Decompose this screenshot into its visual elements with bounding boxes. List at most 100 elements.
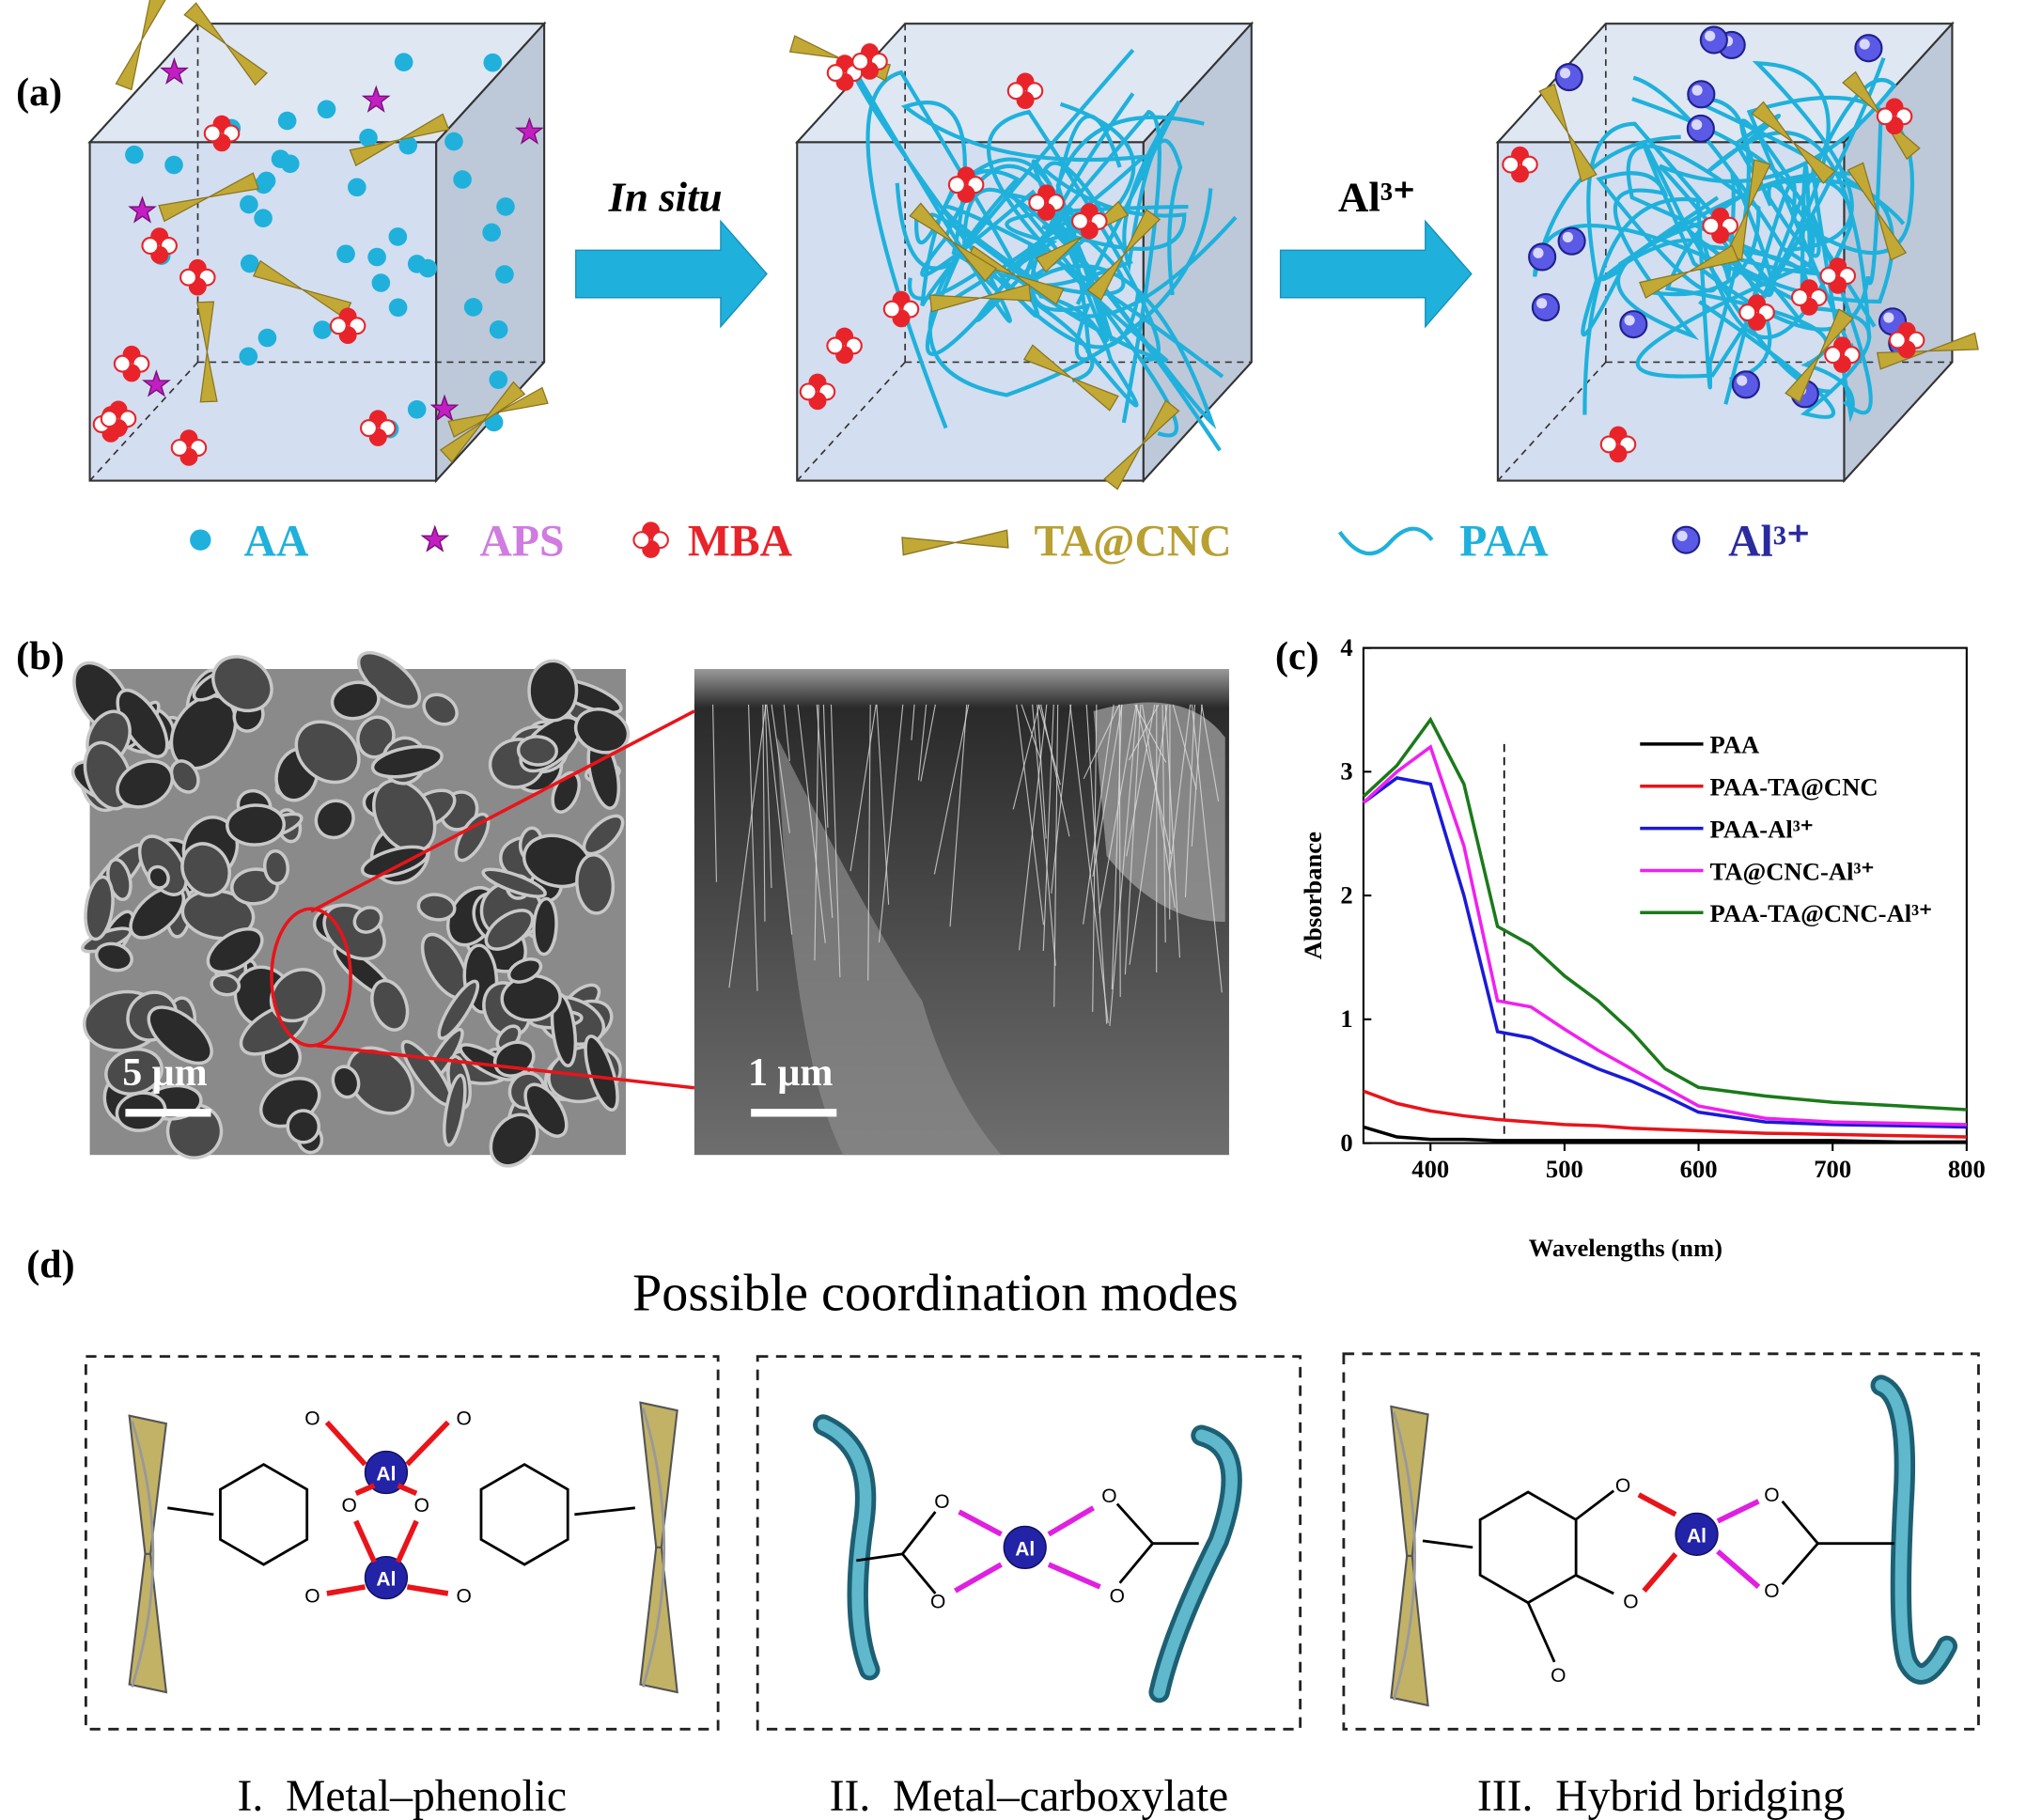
pore xyxy=(226,803,286,847)
legend-label: TA@CNC-Al³⁺ xyxy=(1710,857,1875,885)
hidden-edge xyxy=(88,361,199,482)
sem-ridge xyxy=(777,737,1002,1156)
fiber xyxy=(876,704,890,905)
aps xyxy=(160,56,189,86)
legend-symbol xyxy=(190,529,211,551)
cube xyxy=(788,21,1255,490)
atom-label: O xyxy=(1551,1665,1566,1687)
aa xyxy=(164,155,183,175)
fiber xyxy=(748,704,758,991)
coordination-bond xyxy=(353,1519,377,1563)
mba xyxy=(1790,288,1809,306)
atom-label: O xyxy=(1764,1580,1779,1602)
tac-half xyxy=(196,301,215,352)
pore xyxy=(331,1065,361,1099)
tac-cnc xyxy=(196,301,218,403)
fiber xyxy=(1184,704,1195,897)
mba xyxy=(1876,107,1894,126)
fiber xyxy=(1191,704,1223,993)
tac-half xyxy=(158,196,210,223)
fiber xyxy=(1164,704,1180,958)
tac-half xyxy=(1014,274,1065,305)
aa xyxy=(371,273,391,292)
pore xyxy=(489,1112,539,1168)
pore xyxy=(507,957,543,984)
fiber xyxy=(1012,704,1040,810)
fiber xyxy=(816,704,834,918)
al-shine xyxy=(1883,312,1894,323)
bond xyxy=(1526,1602,1556,1663)
legend-label: TA@CNC xyxy=(1035,517,1232,566)
tac-cnc xyxy=(158,172,259,223)
mba xyxy=(851,52,870,70)
aa xyxy=(444,132,463,151)
tac-half xyxy=(901,537,956,556)
tac-half xyxy=(141,0,168,41)
al-ion xyxy=(1854,34,1883,63)
aps xyxy=(420,524,450,552)
tac-half xyxy=(252,259,303,290)
mba xyxy=(1006,82,1025,101)
bond xyxy=(167,1506,214,1517)
mba xyxy=(179,268,197,287)
tac-half xyxy=(1070,377,1119,412)
bond xyxy=(1574,1489,1615,1521)
tac-half xyxy=(955,529,1009,549)
pore xyxy=(532,896,558,957)
al-ion xyxy=(1672,525,1701,554)
section-title: Possible coordination modes xyxy=(632,1265,1238,1323)
al-shine xyxy=(1859,39,1870,50)
legend-label: Al³⁺ xyxy=(1728,517,1810,566)
mode-box xyxy=(84,1355,720,1731)
tac-cnc xyxy=(1876,332,1979,370)
al-shine xyxy=(1676,530,1688,542)
fiber xyxy=(764,704,772,889)
tac-cnc xyxy=(1103,399,1180,490)
series-line xyxy=(1362,716,1967,1112)
fiber xyxy=(822,704,829,828)
fiber xyxy=(1038,704,1061,786)
tac-cnc xyxy=(252,259,352,319)
fiber xyxy=(1053,704,1059,1007)
paa-tube-shine xyxy=(1875,1379,1954,1680)
al-shine xyxy=(1624,315,1635,326)
pore xyxy=(516,735,559,767)
paa-chain xyxy=(920,163,1217,429)
tac-half xyxy=(199,351,218,403)
pore xyxy=(370,978,410,1032)
tac-half xyxy=(1818,308,1854,356)
pore xyxy=(147,864,170,890)
pore xyxy=(180,842,232,897)
chart: 0 1 2 3 4 400 500 600 700 800 Wavelengths (nm) Abso… xyxy=(1299,633,1986,1262)
aa xyxy=(482,223,501,242)
coordination-bond xyxy=(958,1509,1003,1537)
arrow xyxy=(575,219,768,329)
series-line xyxy=(1362,776,1967,1129)
al-shine xyxy=(1691,119,1703,131)
aps xyxy=(142,369,171,397)
al-shine xyxy=(1559,68,1571,79)
fiber xyxy=(1016,704,1045,926)
atom-label: Al xyxy=(1687,1525,1707,1547)
pore xyxy=(294,720,361,785)
tac-half xyxy=(482,381,526,423)
mode-box xyxy=(1342,1352,1980,1731)
fiber xyxy=(728,704,767,988)
atom-label: O xyxy=(930,1591,945,1612)
mba xyxy=(113,354,132,373)
pore xyxy=(262,848,289,886)
aa xyxy=(418,258,438,278)
x-axis-label: Wavelengths (nm) xyxy=(1529,1234,1722,1262)
bond xyxy=(1422,1539,1473,1549)
tac-half xyxy=(909,202,954,243)
scale-bar-label: 1 μm xyxy=(748,1051,833,1095)
y-tick-label: 1 xyxy=(1340,1004,1352,1033)
x-tick-label: 400 xyxy=(1411,1155,1449,1183)
al-shine xyxy=(1533,247,1544,258)
mba xyxy=(1819,267,1838,285)
tac-half xyxy=(1035,236,1083,273)
aa xyxy=(240,194,258,214)
tac-half xyxy=(1785,355,1820,403)
atom-label: O xyxy=(456,1408,471,1430)
